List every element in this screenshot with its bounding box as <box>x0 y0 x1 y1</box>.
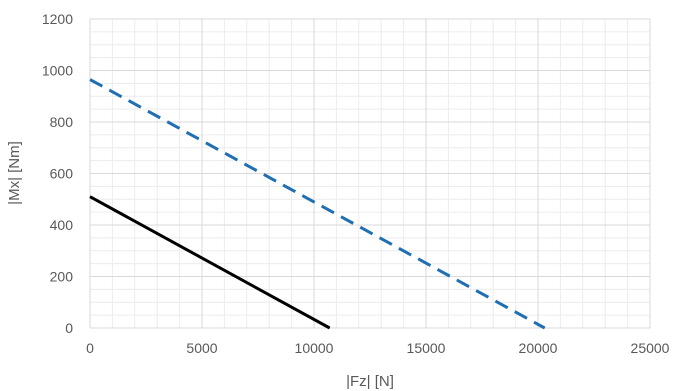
x-tick-label: 20000 <box>519 340 558 356</box>
series-line-1 <box>89 195 331 330</box>
y-tick-label: 200 <box>50 269 74 285</box>
series-line-2 <box>89 78 546 330</box>
x-tick-label: 25000 <box>631 340 670 356</box>
x-tick-labels: 0 5000 10000 15000 20000 25000 <box>86 340 670 356</box>
x-tick-label: 10000 <box>295 340 334 356</box>
y-tick-labels: 0 200 400 600 800 1000 1200 <box>42 11 73 336</box>
y-tick-label: 600 <box>50 166 74 182</box>
x-tick-label: 15000 <box>407 340 446 356</box>
y-axis-title: |Mx| [Nm] <box>6 141 23 205</box>
y-tick-label: 400 <box>50 217 74 233</box>
x-axis-title: |Fz| [N] <box>346 373 394 390</box>
x-tick-label: 0 <box>86 340 94 356</box>
major-grid <box>89 18 651 329</box>
y-tick-label: 800 <box>50 114 74 130</box>
y-tick-label: 1200 <box>42 11 73 27</box>
series-layer <box>89 78 546 330</box>
y-tick-label: 0 <box>65 320 73 336</box>
y-tick-label: 1000 <box>42 63 73 79</box>
x-tick-label: 5000 <box>186 340 217 356</box>
